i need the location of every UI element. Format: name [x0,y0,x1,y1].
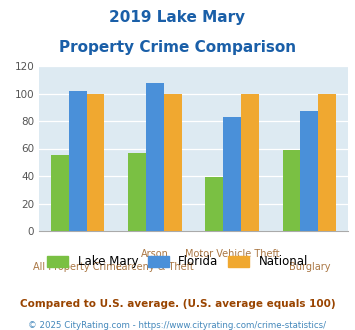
Text: Larceny & Theft: Larceny & Theft [116,262,194,272]
Bar [241,93,259,231]
Text: Burglary: Burglary [289,262,330,272]
Text: Compared to U.S. average. (U.S. average equals 100): Compared to U.S. average. (U.S. average … [20,299,335,309]
Bar [69,91,87,231]
Bar [51,155,69,231]
Bar [87,93,104,231]
Text: 2019 Lake Mary: 2019 Lake Mary [109,10,246,25]
Legend: Lake Mary, Florida, National: Lake Mary, Florida, National [42,250,313,273]
Bar [283,150,300,231]
Bar [164,93,181,231]
Bar [300,112,318,231]
Bar [128,152,146,231]
Text: Property Crime Comparison: Property Crime Comparison [59,40,296,54]
Text: Arson: Arson [141,249,169,259]
Text: © 2025 CityRating.com - https://www.cityrating.com/crime-statistics/: © 2025 CityRating.com - https://www.city… [28,321,327,330]
Bar [206,178,223,231]
Bar [146,82,164,231]
Text: All Property Crime: All Property Crime [33,262,122,272]
Bar [318,93,336,231]
Text: Motor Vehicle Theft: Motor Vehicle Theft [185,249,279,259]
Bar [223,117,241,231]
